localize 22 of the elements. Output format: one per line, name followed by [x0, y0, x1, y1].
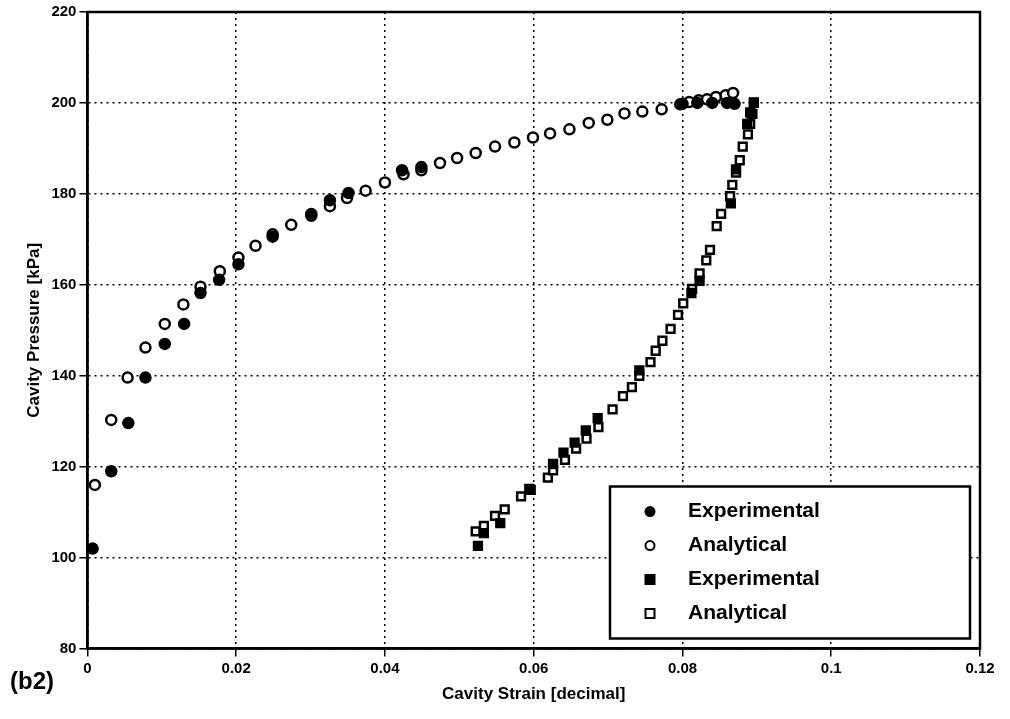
x-tick-label: 0.06	[519, 658, 549, 676]
x-axis-title: Cavity Strain [decimal]	[442, 684, 626, 704]
y-tick-label: 200	[51, 93, 77, 111]
legend-label: Analytical	[688, 532, 788, 556]
y-tick-label: 100	[51, 547, 77, 565]
text: (b2)	[10, 667, 54, 694]
legend-label: Experimental	[688, 498, 820, 522]
y-tick-label: 140	[51, 365, 77, 383]
legend-label: Analytical	[688, 600, 788, 624]
legend-label: Experimental	[688, 566, 820, 590]
y-axis-title: Cavity Pressure [kPa]	[23, 242, 43, 418]
y-tick-label: 160	[51, 274, 77, 292]
y-tick-label: 220	[51, 2, 77, 20]
y-tick-label: 180	[51, 184, 77, 202]
x-tick-label: 0	[83, 658, 92, 676]
x-tick-label: 0.12	[965, 658, 995, 676]
x-tick-label: 0.08	[667, 658, 698, 676]
x-tick-label: 0.04	[370, 658, 401, 676]
x-tick-label: 0.1	[820, 658, 842, 676]
y-tick-label: 80	[59, 638, 77, 656]
y-tick-label: 120	[51, 456, 77, 474]
x-tick-label: 0.02	[221, 658, 251, 676]
